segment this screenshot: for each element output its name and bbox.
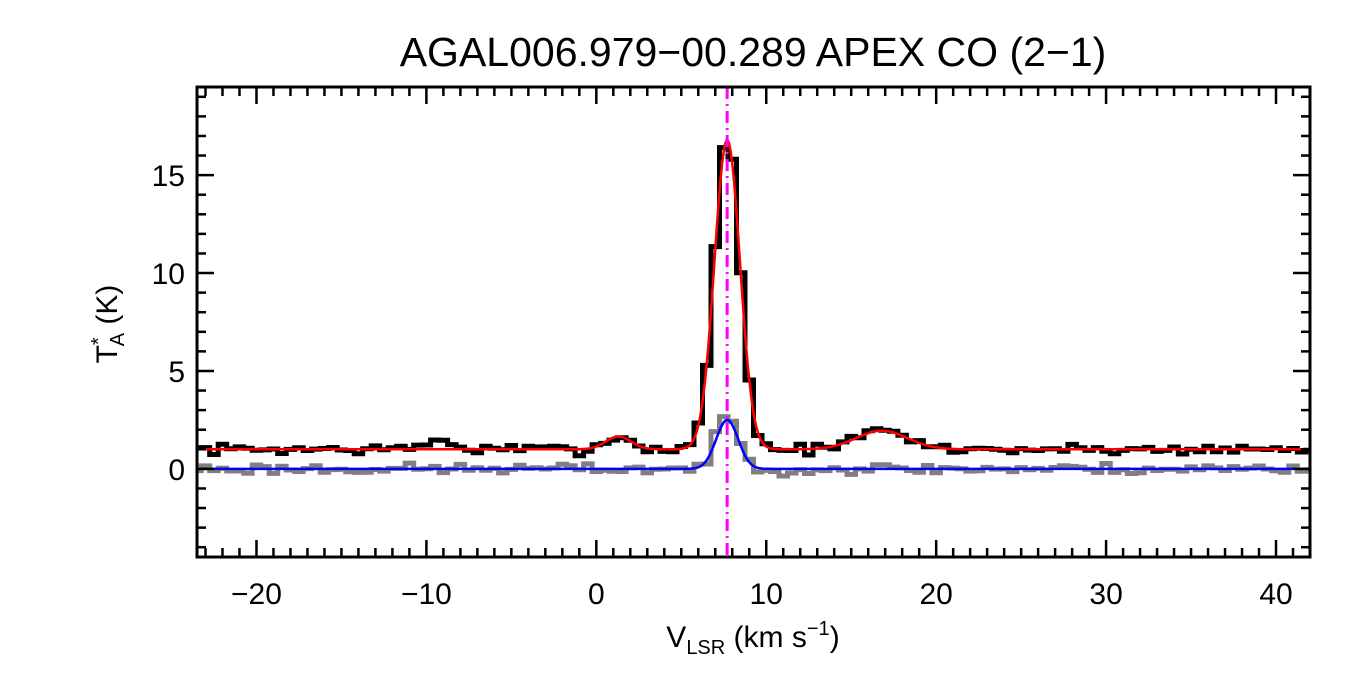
x-tick-label: −10 bbox=[401, 578, 452, 611]
y-tick-label: 10 bbox=[152, 258, 185, 291]
y-axis-label-main: T bbox=[91, 345, 124, 363]
x-tick-label: 0 bbox=[588, 578, 605, 611]
x-tick-label: 40 bbox=[1259, 578, 1292, 611]
x-axis-label-superscript: −1 bbox=[807, 618, 830, 640]
y-axis-label-subscript: A bbox=[107, 332, 129, 346]
y-axis-label-superscript: * bbox=[88, 337, 110, 345]
plot-frame bbox=[195, 85, 1312, 559]
x-axis-label-subscript: LSR bbox=[686, 637, 725, 659]
y-tick-label: 5 bbox=[168, 356, 185, 389]
plot-area bbox=[197, 87, 1312, 557]
x-tick-label: 20 bbox=[919, 578, 952, 611]
y-axis-label-units: (K) bbox=[91, 285, 124, 333]
series-total-fit bbox=[197, 137, 1310, 451]
x-tick-label: 30 bbox=[1089, 578, 1122, 611]
x-tick-label: 10 bbox=[750, 578, 783, 611]
x-tick-label: −20 bbox=[231, 578, 282, 611]
x-axis-label-units: (km s bbox=[725, 621, 807, 654]
chart-title: AGAL006.979−00.289 APEX CO (2−1) bbox=[400, 29, 1107, 75]
y-tick-label: 0 bbox=[168, 454, 185, 487]
series-isotopologue-fit bbox=[197, 418, 1310, 471]
y-axis-label: T*A (K) bbox=[88, 285, 129, 364]
y-tick-label: 15 bbox=[152, 160, 185, 193]
x-axis-label-close: ) bbox=[830, 621, 840, 654]
x-axis-label: VLSR (km s−1) bbox=[666, 618, 839, 659]
x-axis-label-main: V bbox=[666, 621, 686, 654]
tick-labels: −20 −10 0 10 20 30 40 0 5 10 15 bbox=[152, 160, 1293, 611]
